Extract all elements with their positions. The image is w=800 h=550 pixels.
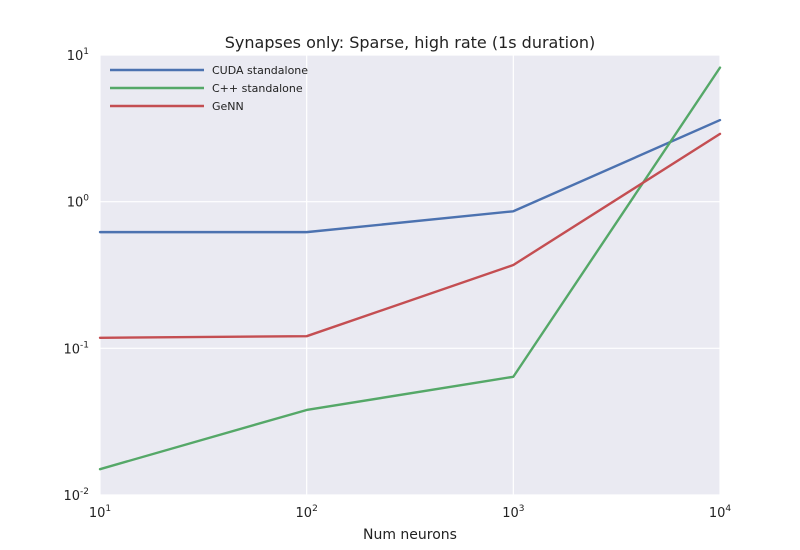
legend-label: GeNN: [212, 100, 244, 113]
grid-lines: [99, 54, 721, 496]
y-tick-label: 100: [67, 194, 90, 211]
x-tick-label: 104: [709, 504, 732, 521]
series-line-genn: [98, 132, 722, 339]
x-tick-label: 103: [502, 504, 524, 521]
legend-label: CUDA standalone: [212, 64, 308, 77]
series-lines: [98, 66, 722, 471]
plot-area: [100, 55, 720, 495]
legend-label: C++ standalone: [212, 82, 303, 95]
x-tick-label: 101: [89, 504, 111, 521]
y-tick-label: 10-1: [63, 340, 89, 357]
series-line-cpp-standalone: [98, 66, 722, 471]
legend: CUDA standalone C++ standalone GeNN: [110, 64, 308, 113]
chart-title: Synapses only: Sparse, high rate (1s dur…: [225, 33, 596, 52]
y-axis-ticks: 101 100 10-1 10-2: [63, 47, 89, 504]
x-axis-ticks: 101 102 103 104: [89, 504, 732, 521]
x-tick-label: 102: [296, 504, 318, 521]
y-tick-label: 10-2: [63, 487, 89, 504]
series-line-cuda-standalone: [98, 118, 722, 234]
y-tick-label: 101: [67, 47, 89, 64]
x-axis-label: Num neurons: [363, 527, 457, 543]
